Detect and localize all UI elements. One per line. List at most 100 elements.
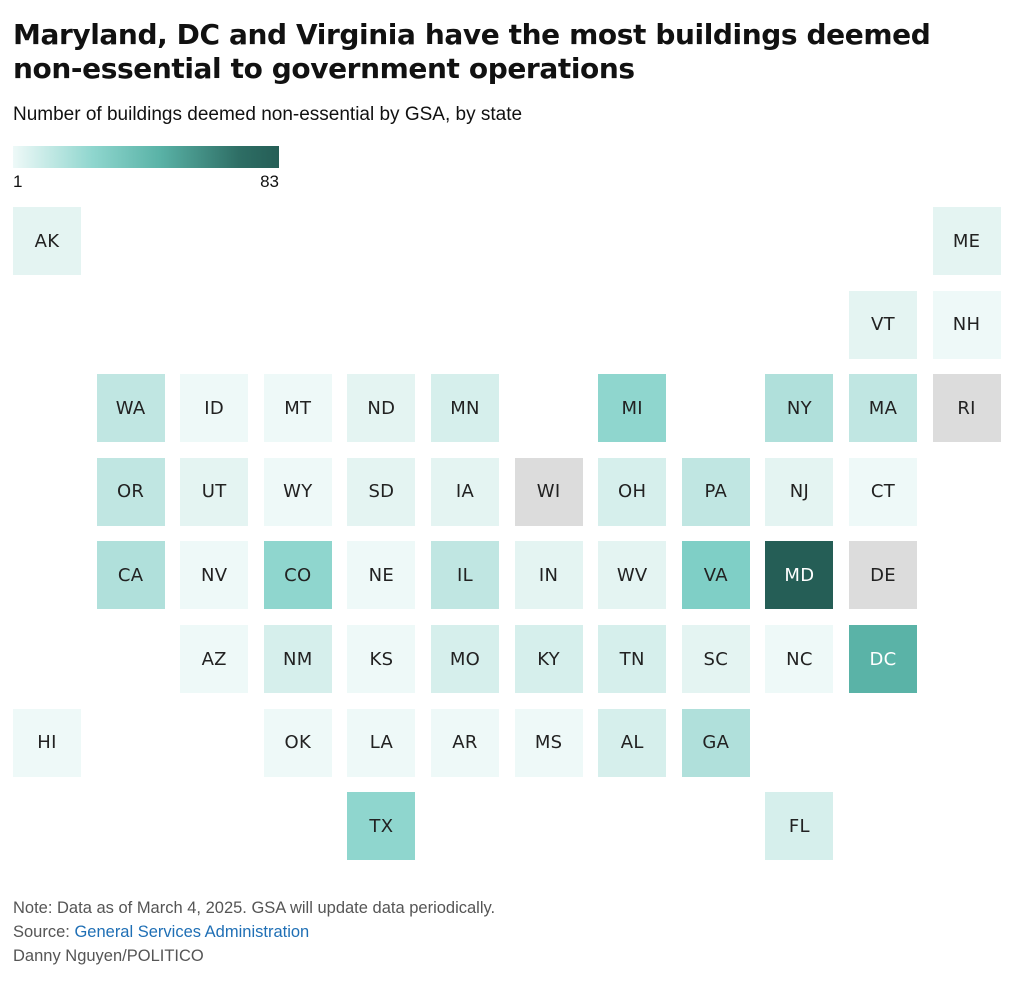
state-label: VA (703, 564, 728, 586)
state-label: OR (116, 481, 145, 503)
state-label: AL (620, 732, 644, 754)
state-tile-va: VA (681, 541, 750, 610)
state-label: NC (786, 648, 813, 670)
state-tile-az: AZ (180, 625, 249, 693)
state-tile-fl: FL (765, 792, 834, 861)
state-tile-mn: MN (431, 374, 499, 443)
state-label: IL (457, 564, 473, 586)
state-tile-ut: UT (180, 457, 249, 526)
state-tile-ks: KS (347, 625, 416, 693)
state-tile-md: MD (765, 541, 834, 610)
state-tile-or: OR (96, 457, 165, 526)
state-label: SD (368, 481, 395, 503)
state-tile-wy: WY (263, 457, 332, 526)
state-tile-nd: ND (347, 374, 416, 443)
state-tile-il: IL (431, 541, 499, 610)
state-label: OK (284, 732, 312, 754)
state-tile-nc: NC (765, 625, 834, 693)
state-label: NM (282, 648, 313, 670)
state-tile-la: LA (347, 708, 416, 777)
state-label: SC (703, 648, 729, 670)
legend-min-label: 1 (13, 172, 23, 191)
state-tile-wa: WA (96, 374, 165, 443)
state-tile-ne: NE (347, 541, 416, 610)
state-tile-oh: OH (598, 457, 667, 526)
state-label: AR (452, 732, 478, 754)
state-label: ID (204, 397, 225, 419)
state-label: WA (115, 397, 146, 419)
state-label: WV (616, 564, 648, 586)
state-tile-ma: MA (849, 374, 917, 443)
state-tile-wi: WI (514, 457, 583, 526)
state-tile-ny: NY (765, 374, 834, 443)
state-tile-ms: MS (514, 708, 583, 777)
state-label: UT (201, 481, 227, 503)
footer-credit: Danny Nguyen/POLITICO (13, 947, 204, 965)
state-label: CO (284, 564, 312, 586)
state-label: PA (704, 481, 728, 503)
footer-note: Note: Data as of March 4, 2025. GSA will… (13, 899, 496, 917)
state-label: GA (702, 732, 730, 754)
state-tile-sd: SD (347, 457, 416, 526)
state-label: MD (784, 564, 815, 586)
state-tile-mt: MT (263, 374, 332, 443)
state-label: RI (957, 397, 976, 419)
state-tile-wv: WV (598, 541, 667, 610)
footer-source: Source: General Services Administration (13, 920, 495, 944)
state-tile-ia: IA (431, 457, 499, 526)
state-label: NV (200, 564, 228, 586)
state-tile-pa: PA (681, 457, 750, 526)
state-label: KY (537, 648, 560, 670)
state-tile-co: CO (263, 541, 332, 610)
state-tile-ca: CA (96, 541, 165, 610)
chart-title: Maryland, DC and Virginia have the most … (13, 18, 931, 85)
state-tile-ok: OK (263, 708, 332, 777)
state-tile-tx: TX (347, 792, 416, 861)
state-tile-in: IN (514, 541, 583, 610)
state-label: MA (868, 397, 898, 419)
state-label: AZ (201, 648, 227, 670)
state-label: DC (869, 648, 897, 670)
state-tile-mo: MO (431, 625, 499, 693)
state-tile-tn: TN (598, 625, 667, 693)
state-tile-ga: GA (681, 708, 750, 777)
state-label: NY (786, 397, 812, 419)
state-label: NH (952, 314, 981, 336)
state-tile-me: ME (932, 207, 1001, 275)
state-label: CT (870, 481, 896, 503)
chart-footer: Note: Data as of March 4, 2025. GSA will… (13, 896, 495, 968)
state-label: LA (369, 732, 394, 754)
state-tile-de: DE (849, 541, 917, 610)
legend-gradient-bar (13, 146, 279, 168)
state-label: IN (538, 564, 559, 586)
state-label: WI (536, 481, 561, 503)
state-label: TN (619, 648, 645, 670)
state-label: HI (37, 732, 57, 754)
state-label: MN (450, 397, 480, 419)
legend-max-label: 83 (260, 172, 279, 191)
state-label: MT (284, 397, 312, 419)
state-tile-nv: NV (180, 541, 249, 610)
state-tile-nj: NJ (765, 457, 834, 526)
source-link[interactable]: General Services Administration (74, 923, 310, 941)
state-tile-dc: DC (849, 625, 917, 693)
state-label: ND (367, 397, 396, 419)
state-label: FL (788, 815, 810, 837)
state-label: AK (34, 230, 60, 252)
state-tile-mi: MI (598, 374, 667, 443)
state-tile-ar: AR (431, 708, 499, 777)
chart-subtitle: Number of buildings deemed non-essential… (13, 104, 523, 125)
color-legend: 1 83 (13, 146, 279, 191)
state-tile-al: AL (598, 708, 667, 777)
state-label: OH (618, 481, 647, 503)
state-label: KS (369, 648, 394, 670)
state-label: NJ (789, 481, 810, 503)
state-label: WY (283, 481, 313, 503)
state-tile-vt: VT (849, 290, 917, 359)
state-tile-sc: SC (681, 625, 750, 693)
state-tile-ky: KY (514, 625, 583, 693)
state-label: VT (871, 314, 895, 336)
state-label: MS (534, 732, 563, 754)
state-tile-nh: NH (932, 290, 1001, 359)
